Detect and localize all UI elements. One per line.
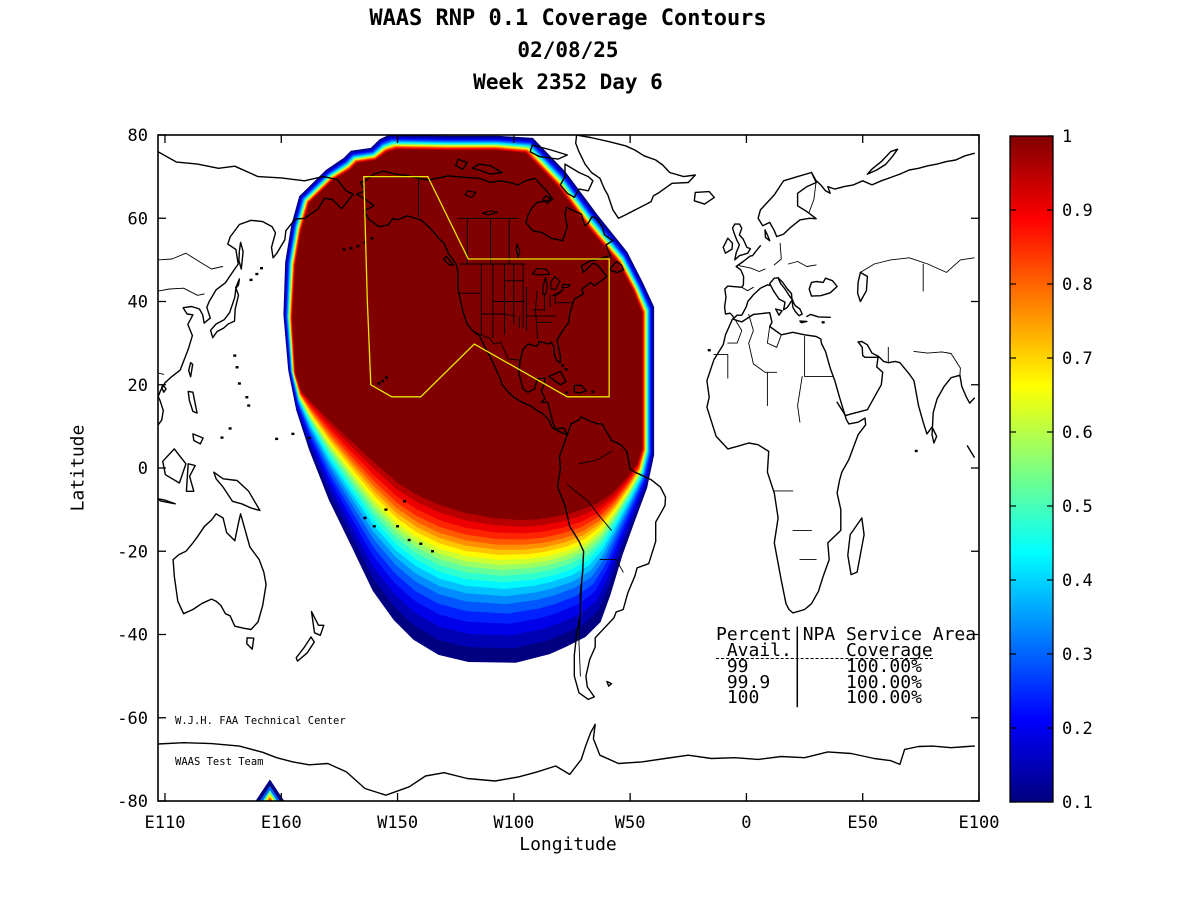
contour-bands (283, 135, 655, 663)
y-tick-label: -20 (117, 542, 148, 562)
page-title: WAAS RNP 0.1 Coverage Contours (369, 6, 767, 31)
y-tick-label: 0 (138, 459, 148, 479)
title-week-day: Week 2352 Day 6 (473, 70, 663, 94)
x-tick-label: E100 (959, 813, 1000, 833)
table-row: 100 | 100.00% (716, 687, 922, 708)
x-tick-label: E50 (847, 813, 878, 833)
npa-service-area-outline (363, 175, 610, 398)
tick-labels: E110 E160 W150 W100 W50 0 E50 E100 80 60 40 20 0 -20 -… (117, 126, 999, 833)
y-tick-label: -40 (117, 626, 148, 646)
island-specks (220, 237, 918, 553)
map-area (158, 135, 975, 801)
credit-line: WAAS Test Team (175, 755, 264, 768)
tick-marks (158, 134, 980, 802)
colorbar-tick-label: 0.3 (1062, 645, 1093, 665)
colorbar-tick-label: 0.5 (1062, 497, 1093, 517)
colorbar-tick-label: 0.8 (1062, 275, 1093, 295)
y-tick-label: 40 (128, 293, 148, 313)
y-tick-label: 80 (128, 126, 148, 146)
y-axis-label: Latitude (67, 424, 89, 512)
colorbar-ticks (1010, 135, 1053, 803)
title-date: 02/08/25 (517, 38, 619, 62)
colorbar-tick-label: 0.9 (1062, 201, 1093, 221)
state-borders (457, 263, 573, 340)
x-tick-label: W100 (493, 813, 534, 833)
x-axis-label: Longitude (519, 834, 617, 855)
colorbar-tick-label: 0.2 (1062, 719, 1093, 739)
colorbar-tick-label: 1 (1062, 127, 1072, 147)
x-tick-label: 0 (741, 813, 751, 833)
table-header-row: Percent|NPA Service Area (716, 624, 977, 645)
credit-text: W.J.H. FAA Technical Center WAAS Test Te… (175, 688, 346, 796)
table-row: 99.9 | 100.00% (716, 671, 922, 693)
y-tick-label: -60 (117, 709, 148, 729)
colorbar (1009, 135, 1054, 803)
credit-line: W.J.H. FAA Technical Center (175, 715, 346, 727)
availability-table: Percent|NPA Service Area Avail.| Coverag… (716, 624, 977, 708)
table-subheader-row: Avail.| Coverage (716, 639, 933, 661)
lakes (464, 190, 571, 297)
x-tick-label: E110 (145, 813, 186, 833)
y-tick-label: -80 (117, 792, 148, 812)
colorbar-tick-label: 0.6 (1062, 423, 1093, 443)
colorbar-tick-label: 0.7 (1062, 349, 1093, 369)
table-row: 99 | 100.00% (716, 656, 922, 677)
x-tick-label: W50 (615, 813, 646, 833)
coastlines (158, 135, 975, 796)
colorbar-tick-label: 0.1 (1062, 793, 1093, 813)
x-tick-label: E160 (261, 813, 302, 833)
country-borders (158, 177, 975, 677)
y-tick-label: 20 (128, 376, 148, 396)
colorbar-labels: 1 0.9 0.8 0.7 0.6 0.5 0.4 0.3 0.2 0.1 (1062, 127, 1093, 813)
x-tick-label: W150 (377, 813, 418, 833)
y-tick-label: 60 (128, 209, 148, 229)
colorbar-tick-label: 0.4 (1062, 571, 1093, 591)
